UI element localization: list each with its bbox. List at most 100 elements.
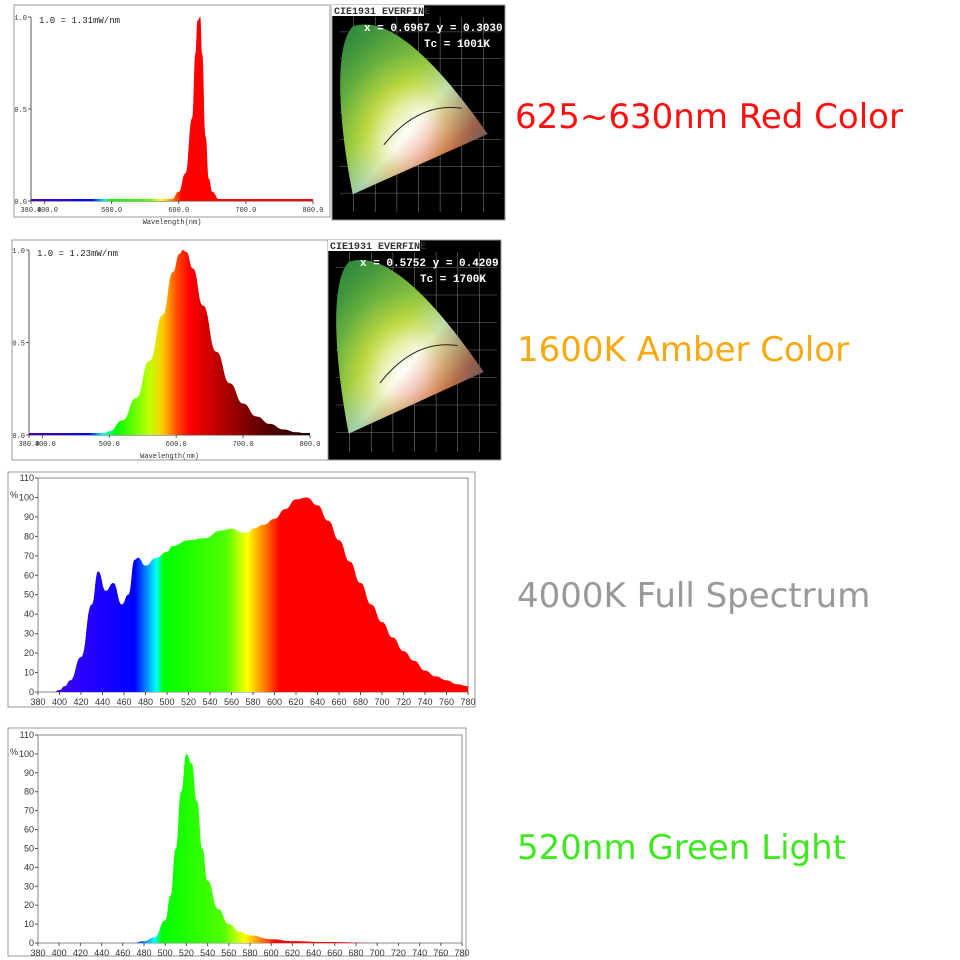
x-tick-label: 600 xyxy=(264,948,279,958)
x-tick-label: 500 xyxy=(158,948,173,958)
y-tick-label: 80 xyxy=(24,531,34,541)
y-tick-label: 1.0 xyxy=(12,248,25,256)
x-tick-label: 800.0 xyxy=(302,207,323,215)
y-tick-label: 1.0 xyxy=(14,15,27,23)
x-tick-label: 480 xyxy=(136,948,151,958)
x-tick-label: 420 xyxy=(73,697,88,707)
x-tick-label: 780 xyxy=(460,697,475,707)
x-tick-label: 640 xyxy=(310,697,325,707)
y-tick-label: 0 xyxy=(29,687,34,697)
x-tick-label: 380.0 xyxy=(18,441,39,449)
x-tick-label: 600 xyxy=(267,697,282,707)
cie-title: CIE1931 EVERFINE xyxy=(330,242,426,253)
cie-coordinates: x = 0.6967 y = 0.3030 xyxy=(364,23,503,35)
planckian-locus xyxy=(383,106,462,146)
x-tick-label: 380 xyxy=(30,697,45,707)
label-green: 520nm Green Light xyxy=(517,828,846,868)
x-tick-label: 520 xyxy=(179,948,194,958)
x-axis-label: Wavelength(nm) xyxy=(143,219,202,227)
y-tick-label: 0.5 xyxy=(12,341,25,349)
y-tick-label: 60 xyxy=(24,570,34,580)
y-tick-label: 30 xyxy=(24,629,34,639)
x-tick-label: 620 xyxy=(288,697,303,707)
y-axis-label: % xyxy=(10,490,18,500)
y-tick-label: 30 xyxy=(24,881,34,891)
y-tick-label: 90 xyxy=(24,768,34,778)
y-tick-label: 20 xyxy=(24,900,34,910)
chart-frame xyxy=(13,4,331,218)
y-tick-label: 70 xyxy=(24,551,34,561)
cie-color-temperature: Tc = 1700K xyxy=(420,274,486,286)
chart-2: 380 400 420 440 460 480 500 520 540 560 580 600 620 6… xyxy=(7,471,476,708)
label-full-spectrum: 4000K Full Spectrum xyxy=(517,576,871,616)
x-tick-label: 700 xyxy=(370,948,385,958)
x-tick-label: 720 xyxy=(391,948,406,958)
x-tick-label: 680 xyxy=(353,697,368,707)
x-tick-label: 560 xyxy=(221,948,236,958)
y-tick-label: 100 xyxy=(19,492,34,502)
y-tick-label: 70 xyxy=(24,806,34,816)
cie-diagram-0: CIE1931 EVERFINE x = 0.6967 y = 0.3030 Tc … xyxy=(331,4,506,221)
x-tick-label: 460 xyxy=(116,697,131,707)
chart-title: 1.0 = 1.23mW/nm xyxy=(37,249,118,259)
x-tick-label: 700.0 xyxy=(233,441,254,449)
x-tick-label: 800.0 xyxy=(299,441,320,449)
x-axis-label: Wavelength(nm) xyxy=(140,453,199,461)
x-tick-label: 620 xyxy=(285,948,300,958)
x-tick-label: 480 xyxy=(138,697,153,707)
x-tick-label: 760 xyxy=(439,697,454,707)
cie-color-temperature: Tc = 1001K xyxy=(424,39,490,51)
y-tick-label: 50 xyxy=(24,843,34,853)
x-tick-label: 380 xyxy=(30,948,45,958)
planckian-locus xyxy=(379,344,458,384)
y-tick-label: 110 xyxy=(20,730,34,740)
x-tick-label: 540 xyxy=(200,948,215,958)
spectrum-area xyxy=(29,250,310,435)
x-tick-label: 560 xyxy=(224,697,239,707)
x-tick-label: 780 xyxy=(454,948,469,958)
x-tick-label: 700.0 xyxy=(235,207,256,215)
x-tick-label: 500.0 xyxy=(99,441,120,449)
x-tick-label: 660 xyxy=(331,697,346,707)
x-tick-label: 580 xyxy=(242,948,257,958)
y-tick-label: 40 xyxy=(24,609,34,619)
x-tick-label: 500.0 xyxy=(101,207,122,215)
cie-coordinates: x = 0.5752 y = 0.4209 xyxy=(360,258,499,270)
y-tick-label: 110 xyxy=(20,473,34,483)
y-axis-label: % xyxy=(10,747,18,757)
x-tick-label: 540 xyxy=(202,697,217,707)
y-tick-label: 0.0 xyxy=(14,199,27,207)
x-tick-label: 400 xyxy=(52,697,67,707)
label-red: 625~630nm Red Color xyxy=(515,97,903,137)
cie-title: CIE1931 EVERFINE xyxy=(334,7,430,18)
x-tick-label: 380.0 xyxy=(20,207,41,215)
cie-diagram-1: CIE1931 EVERFINE x = 0.5752 y = 0.4209 Tc … xyxy=(327,239,502,461)
y-tick-label: 0.5 xyxy=(14,107,27,115)
x-tick-label: 700 xyxy=(374,697,389,707)
x-tick-label: 600.0 xyxy=(166,441,187,449)
x-tick-label: 660 xyxy=(327,948,342,958)
x-tick-label: 600.0 xyxy=(168,207,189,215)
y-tick-label: 100 xyxy=(19,749,34,759)
y-tick-label: 0.0 xyxy=(12,433,25,441)
chart-title: 1.0 = 1.31mW/nm xyxy=(39,16,120,26)
x-tick-label: 760 xyxy=(433,948,448,958)
x-tick-label: 460 xyxy=(115,948,130,958)
x-tick-label: 520 xyxy=(181,697,196,707)
x-tick-label: 720 xyxy=(396,697,411,707)
y-tick-label: 90 xyxy=(24,512,34,522)
y-tick-label: 10 xyxy=(24,919,34,929)
y-tick-label: 60 xyxy=(24,825,34,835)
spectrum-baseline xyxy=(31,199,313,201)
x-tick-label: 500 xyxy=(159,697,174,707)
x-tick-label: 740 xyxy=(417,697,432,707)
label-amber: 1600K Amber Color xyxy=(517,330,850,370)
x-tick-label: 420 xyxy=(73,948,88,958)
spectrum-baseline xyxy=(29,433,310,435)
x-tick-label: 640 xyxy=(306,948,321,958)
chart-frame xyxy=(7,727,467,957)
chart-3: 380 400 420 440 460 480 500 520 540 560 580 600 620 6… xyxy=(7,727,470,958)
